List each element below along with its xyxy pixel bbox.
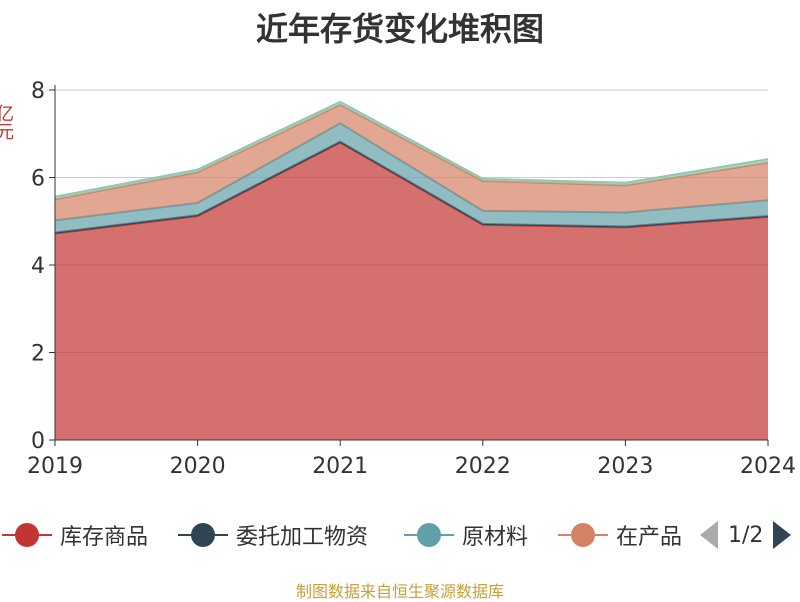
- y-axis-unit: 亿元: [0, 104, 14, 140]
- y-tick-label: 2: [31, 342, 45, 367]
- legend-item-work-in-progress[interactable]: 在产品: [558, 513, 682, 557]
- legend-prev-page-icon[interactable]: [700, 521, 718, 549]
- x-tick-label: 2021: [312, 454, 368, 479]
- legend-page-indicator: 1/2: [728, 522, 764, 548]
- stacked-area-chart: 0 2 4 6 8 2019 2020 2021 2022 2023 2024: [27, 79, 796, 479]
- legend-label: 在产品: [616, 525, 683, 550]
- legend-marker: [404, 523, 454, 547]
- legend: 库存商品 委托加工物资 原材料 在产品 1/2: [0, 513, 800, 557]
- y-tick-label: 8: [31, 79, 45, 104]
- chart-title: 近年存货变化堆积图: [255, 10, 544, 48]
- x-tick-label: 2023: [597, 454, 653, 479]
- legend-marker: [2, 523, 52, 547]
- x-tick-label: 2020: [170, 454, 226, 479]
- legend-pager: 1/2: [700, 513, 792, 557]
- legend-item-consigned-processing[interactable]: 委托加工物资: [178, 513, 368, 557]
- x-tick-label: 2024: [740, 454, 796, 479]
- x-tick-label: 2022: [455, 454, 511, 479]
- y-tick-label: 6: [31, 167, 45, 192]
- y-tick-label: 4: [31, 254, 45, 279]
- line-其他: [54, 100, 769, 198]
- legend-marker: [178, 523, 228, 547]
- area-库存商品: [55, 142, 768, 440]
- area-在产品: [55, 104, 768, 221]
- legend-label: 委托加工物资: [236, 525, 369, 550]
- legend-next-page-icon[interactable]: [773, 521, 792, 549]
- area-原材料: [55, 123, 768, 233]
- legend-marker: [558, 523, 608, 547]
- y-tick-label: 0: [31, 429, 45, 454]
- legend-label: 原材料: [462, 525, 529, 550]
- legend-item-raw-materials[interactable]: 原材料: [404, 513, 528, 557]
- x-tick-label: 2019: [27, 454, 83, 479]
- area-series: [54, 100, 769, 440]
- axes: 0 2 4 6 8 2019 2020 2021 2022 2023 2024: [27, 79, 796, 479]
- source-note: 制图数据来自恒生聚源数据库: [295, 582, 504, 601]
- legend-item-inventory-goods[interactable]: 库存商品: [2, 513, 148, 557]
- legend-label: 库存商品: [60, 525, 149, 550]
